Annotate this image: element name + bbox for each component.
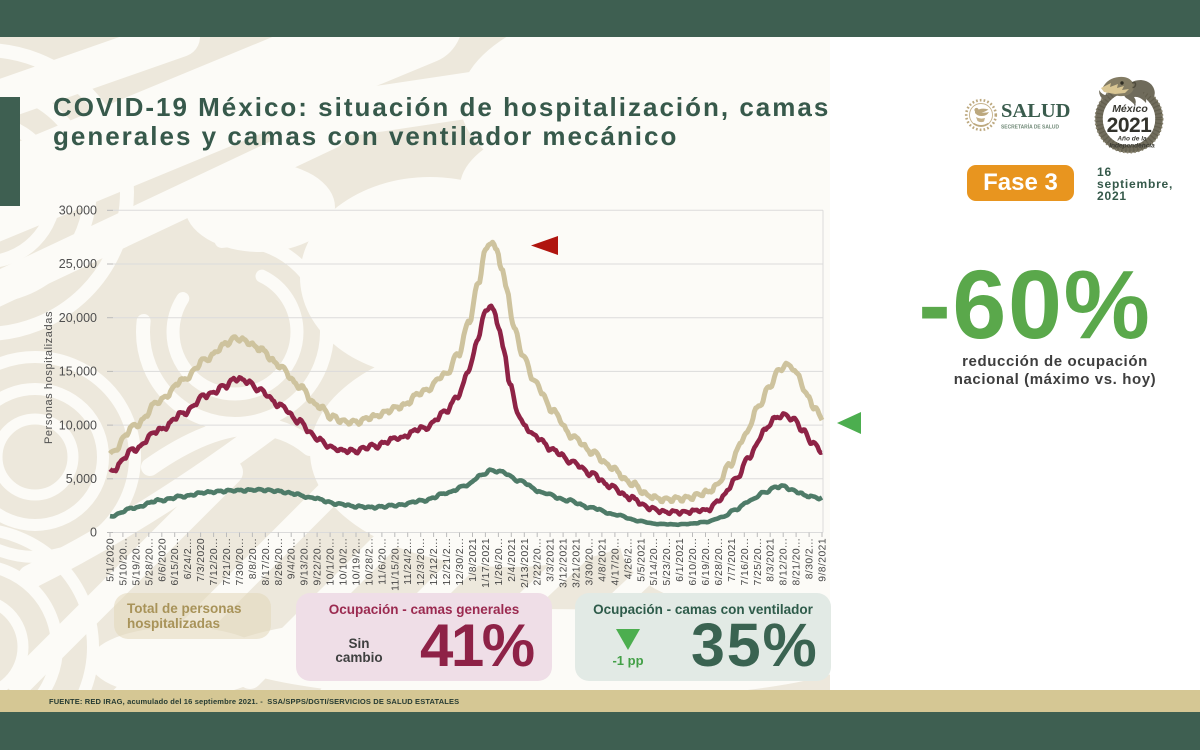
svg-text:8/3/2021: 8/3/2021: [766, 538, 777, 582]
svg-text:6/28/20...: 6/28/20...: [714, 538, 725, 585]
svg-text:Independencia: Independencia: [1109, 143, 1155, 150]
svg-text:25,000: 25,000: [59, 257, 97, 271]
svg-text:7/25/20...: 7/25/20...: [753, 538, 764, 585]
svg-text:3/30/20...: 3/30/20...: [585, 538, 596, 585]
svg-text:12/21/2...: 12/21/2...: [442, 538, 453, 585]
svg-text:10/1/20...: 10/1/20...: [326, 538, 337, 585]
svg-text:8/21/20...: 8/21/20...: [792, 538, 803, 585]
svg-text:2/4/2021: 2/4/2021: [507, 538, 518, 582]
svg-text:Año de la: Año de la: [1116, 136, 1147, 143]
svg-text:11/6/20...: 11/6/20...: [377, 538, 388, 585]
svg-text:5/14/20...: 5/14/20...: [649, 538, 660, 585]
svg-text:7/21/20...: 7/21/20...: [222, 538, 233, 585]
svg-text:6/15/20...: 6/15/20...: [170, 538, 181, 585]
svg-text:0: 0: [90, 526, 97, 540]
svg-text:2/22/20...: 2/22/20...: [533, 538, 544, 585]
svg-text:6/24/2...: 6/24/2...: [183, 538, 194, 579]
svg-text:4/26/2...: 4/26/2...: [623, 538, 634, 579]
svg-text:8/26/20...: 8/26/20...: [274, 538, 285, 585]
svg-text:4/17/20...: 4/17/20...: [610, 538, 621, 585]
svg-text:5/19/20...: 5/19/20...: [131, 538, 142, 585]
svg-text:8/8/20...: 8/8/20...: [248, 538, 259, 579]
svg-text:12/30/2...: 12/30/2...: [455, 538, 466, 585]
svg-text:7/12/20...: 7/12/20...: [209, 538, 220, 585]
svg-text:8/17/20...: 8/17/20...: [261, 538, 272, 585]
svg-text:6/6/2020: 6/6/2020: [157, 538, 168, 582]
svg-text:9/4/20...: 9/4/20...: [287, 538, 298, 579]
svg-text:5/1/2020: 5/1/2020: [106, 538, 117, 582]
svg-text:3/21/2021: 3/21/2021: [572, 538, 583, 588]
svg-text:1/17/2021: 1/17/2021: [481, 538, 492, 588]
svg-text:7/16/20...: 7/16/20...: [740, 538, 751, 585]
svg-text:6/10/20...: 6/10/20...: [688, 538, 699, 585]
svg-text:5/28/20...: 5/28/20...: [144, 538, 155, 585]
svg-text:3/3/2021: 3/3/2021: [546, 538, 557, 582]
svg-text:8/12/20...: 8/12/20...: [779, 538, 790, 585]
svg-text:7/7/2021: 7/7/2021: [727, 538, 738, 582]
svg-text:1/26/20...: 1/26/20...: [494, 538, 505, 585]
svg-text:5/5/2021: 5/5/2021: [636, 538, 647, 582]
svg-text:20,000: 20,000: [59, 311, 97, 325]
svg-text:6/1/2021: 6/1/2021: [675, 538, 686, 582]
svg-text:11/24/2...: 11/24/2...: [403, 538, 414, 585]
svg-text:México: México: [1112, 103, 1148, 115]
svg-text:12/3/20...: 12/3/20...: [416, 538, 427, 585]
svg-text:3/12/2021: 3/12/2021: [559, 538, 570, 588]
svg-text:5,000: 5,000: [66, 472, 97, 486]
svg-text:15,000: 15,000: [59, 365, 97, 379]
svg-text:10/19/2...: 10/19/2...: [352, 538, 363, 585]
svg-text:SECRETARÍA DE SALUD: SECRETARÍA DE SALUD: [1001, 123, 1059, 131]
svg-text:9/8/2021: 9/8/2021: [818, 538, 829, 582]
svg-text:1/8/2021: 1/8/2021: [468, 538, 479, 582]
svg-text:5/10/20...: 5/10/20...: [118, 538, 129, 585]
svg-text:6/19/20...: 6/19/20...: [701, 538, 712, 585]
svg-text:4/8/2021: 4/8/2021: [597, 538, 608, 582]
svg-text:10/10/2...: 10/10/2...: [339, 538, 350, 585]
svg-text:10/28/2...: 10/28/2...: [364, 538, 375, 585]
svg-text:7/3/2020: 7/3/2020: [196, 538, 207, 582]
svg-text:9/22/20...: 9/22/20...: [313, 538, 324, 585]
svg-text:10,000: 10,000: [59, 418, 97, 432]
svg-text:8/30/2...: 8/30/2...: [805, 538, 816, 579]
svg-text:30,000: 30,000: [59, 204, 97, 218]
svg-text:7/30/20...: 7/30/20...: [235, 538, 246, 585]
svg-text:Personas hospitalizadas: Personas hospitalizadas: [43, 311, 55, 444]
svg-text:12/12/2...: 12/12/2...: [429, 538, 440, 585]
svg-text:2021: 2021: [1107, 114, 1153, 137]
svg-text:2/13/2021: 2/13/2021: [520, 538, 531, 588]
svg-text:9/13/20...: 9/13/20...: [300, 538, 311, 585]
svg-text:11/15/20...: 11/15/20...: [390, 538, 401, 591]
svg-text:5/23/20...: 5/23/20...: [662, 538, 673, 585]
